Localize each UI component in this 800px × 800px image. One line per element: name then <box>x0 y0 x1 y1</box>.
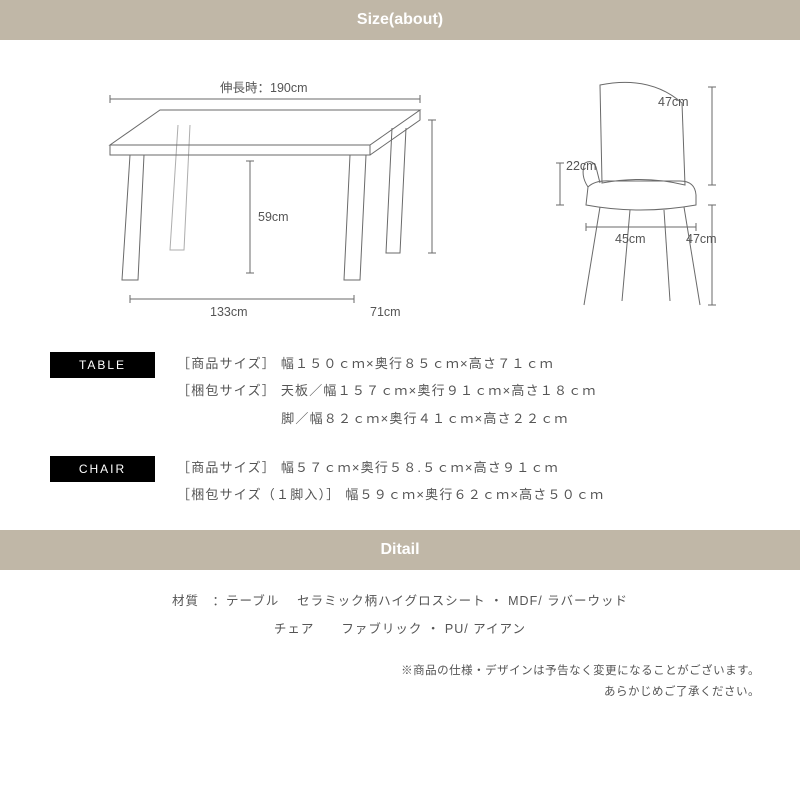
table-spec-line2: ［梱包サイズ］ 天板／幅１５７ｃｍ×奥行９１ｃｍ×高さ１８ｃｍ <box>177 377 597 404</box>
table-spec-line1: ［商品サイズ］ 幅１５０ｃｍ×奥行８５ｃｍ×高さ７１ｃｍ <box>177 350 597 377</box>
chair-back-height-label: 47cm <box>658 95 689 109</box>
table-svg <box>70 55 440 335</box>
chair-seat-depth-label: 45cm <box>615 232 646 246</box>
table-spec-line3: 脚／幅８２ｃｍ×奥行４１ｃｍ×高さ２２ｃｍ <box>177 405 597 432</box>
chair-arm-height-label: 22cm <box>566 159 597 173</box>
table-spec-row: TABLE ［商品サイズ］ 幅１５０ｃｍ×奥行８５ｃｍ×高さ７１ｃｍ ［梱包サイ… <box>50 350 750 432</box>
chair-seat-height-label: 47cm <box>686 232 717 246</box>
chair-spec-row: CHAIR ［商品サイズ］ 幅５７ｃｍ×奥行５８.５ｃｍ×高さ９１ｃｍ ［梱包サ… <box>50 454 750 509</box>
table-badge: TABLE <box>50 352 155 378</box>
table-legspan-label: 133cm <box>210 305 248 319</box>
detail-header-text: Ditail <box>380 541 419 559</box>
table-legroom-label: 59cm <box>258 210 289 224</box>
chair-spec-line1: ［商品サイズ］ 幅５７ｃｍ×奥行５８.５ｃｍ×高さ９１ｃｍ <box>177 454 604 481</box>
detail-header: Ditail <box>0 530 800 570</box>
specs-block: TABLE ［商品サイズ］ 幅１５０ｃｍ×奥行８５ｃｍ×高さ７１ｃｍ ［梱包サイ… <box>0 350 800 508</box>
size-header-text: Size(about) <box>357 11 443 29</box>
diagram-area: 伸長時：190cm 59cm 133cm 71cm <box>0 40 800 350</box>
size-header: Size(about) <box>0 0 800 40</box>
detail-line2: チェア ファブリック ・ PU/ アイアン <box>50 616 750 644</box>
chair-badge: CHAIR <box>50 456 155 482</box>
chair-spec-text: ［商品サイズ］ 幅５７ｃｍ×奥行５８.５ｃｍ×高さ９１ｃｍ ［梱包サイズ（１脚入… <box>177 454 604 509</box>
table-spec-text: ［商品サイズ］ 幅１５０ｃｍ×奥行８５ｃｍ×高さ７１ｃｍ ［梱包サイズ］ 天板／… <box>177 350 597 432</box>
table-diagram: 伸長時：190cm 59cm 133cm 71cm <box>70 55 440 335</box>
chair-spec-line2: ［梱包サイズ（１脚入）］ 幅５９ｃｍ×奥行６２ｃｍ×高さ５０ｃｍ <box>177 481 604 508</box>
chair-diagram: 47cm 22cm 45cm 47cm <box>530 55 730 335</box>
detail-block: 材質 ：テーブル セラミック柄ハイグロスシート ・ MDF/ ラバーウッド チェ… <box>0 570 800 643</box>
detail-line1: 材質 ：テーブル セラミック柄ハイグロスシート ・ MDF/ ラバーウッド <box>50 588 750 616</box>
table-ext-width-label: 伸長時：190cm <box>220 77 308 96</box>
disclaimer-line2: あらかじめご了承ください。 <box>40 682 760 703</box>
table-height-label: 71cm <box>370 305 401 319</box>
disclaimer-line1: ※商品の仕様・デザインは予告なく変更になることがございます。 <box>40 661 760 682</box>
disclaimer: ※商品の仕様・デザインは予告なく変更になることがございます。 あらかじめご了承く… <box>0 643 800 702</box>
chair-svg <box>530 55 730 335</box>
